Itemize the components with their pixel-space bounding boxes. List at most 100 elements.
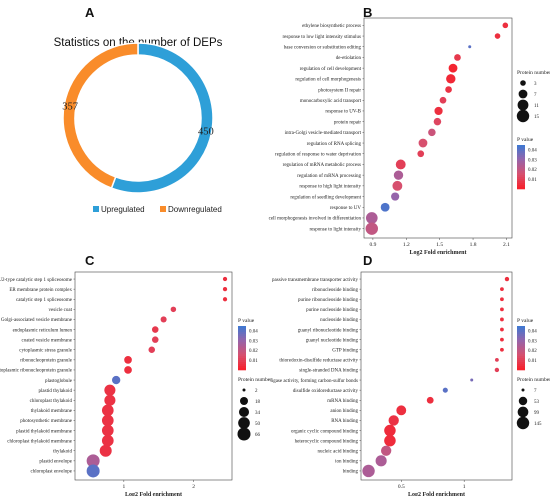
color-legend-gradient-step <box>238 328 246 331</box>
color-legend-gradient-step <box>517 368 525 371</box>
x-axis-label: Log2 Fold enrichment <box>408 492 465 496</box>
panel-letter-c: C <box>85 253 95 268</box>
data-point <box>494 357 499 362</box>
data-point <box>500 287 504 292</box>
y-tick-label: guanyl ribonucleotide binding <box>298 328 359 333</box>
color-legend-gradient-step <box>517 147 525 150</box>
data-point <box>448 63 458 73</box>
color-legend-gradient-step <box>517 173 525 176</box>
size-legend-dot <box>516 416 530 430</box>
y-tick-label: ribonucleoprotein granule <box>20 359 73 364</box>
panel-c-dot-plot: U2-type catalytic step 1 spliceosome ER m… <box>0 271 272 496</box>
color-legend-tick: 0.02 <box>528 168 537 173</box>
color-legend-tick: 0.01 <box>528 178 537 183</box>
color-legend-gradient-step <box>517 163 525 166</box>
y-tick-label: plastid envelope <box>39 460 72 465</box>
data-point <box>151 326 159 333</box>
color-legend-title: P value <box>517 137 534 143</box>
y-tick-label: response to UV-B <box>325 110 361 115</box>
y-tick-label: heterocyclic compound binding <box>295 439 359 444</box>
data-point <box>434 106 443 116</box>
color-legend-gradient-step <box>517 177 525 180</box>
data-point <box>500 337 504 342</box>
x-axis-label: Log2 Fold enrichment <box>125 492 182 496</box>
size-legend-label: 3 <box>534 82 537 87</box>
color-legend-gradient-step <box>517 338 525 341</box>
data-point <box>101 414 114 427</box>
y-tick-label: protein repair <box>334 120 361 125</box>
data-point <box>375 455 387 467</box>
data-point <box>388 415 399 426</box>
y-tick-label: GTP binding <box>332 348 358 353</box>
size-legend-dot <box>238 406 250 418</box>
x-tick-label: 2 <box>192 484 195 490</box>
data-point <box>439 96 447 104</box>
y-tick-label: nucleic acid binding <box>317 449 358 454</box>
y-tick-label: anion binding <box>330 409 358 414</box>
y-tick-label: U2-type catalytic step 1 spliceosome <box>0 278 73 283</box>
size-legend-dot <box>517 406 529 418</box>
color-legend-tick: 0.02 <box>249 349 258 354</box>
y-tick-label: mRNA binding <box>327 399 358 404</box>
data-point <box>384 434 396 447</box>
size-legend-dot <box>520 80 526 86</box>
size-legend-title: Protein number <box>517 70 550 76</box>
y-tick-label: chloroplast thylakoid <box>30 399 73 404</box>
color-legend-gradient-step <box>517 336 525 339</box>
size-legend-dot <box>242 388 246 392</box>
color-legend-gradient-step <box>238 348 246 351</box>
data-point <box>446 74 456 84</box>
size-legend-label: 7 <box>534 389 537 394</box>
data-point <box>380 202 390 212</box>
data-point <box>393 170 404 180</box>
data-point <box>502 22 509 29</box>
color-legend-gradient-step <box>517 360 525 363</box>
color-legend-gradient-step <box>517 171 525 174</box>
data-point <box>494 367 500 373</box>
color-legend-gradient-step <box>517 346 525 349</box>
size-legend-dot <box>240 397 248 405</box>
data-point <box>222 287 228 292</box>
y-tick-label: intra-Golgi vesicle-mediated transport <box>285 131 362 136</box>
color-legend-gradient-step <box>238 354 246 357</box>
data-point <box>86 454 100 468</box>
data-point <box>124 356 132 364</box>
y-tick-label: disulfide oxidoreductase activity <box>293 389 359 394</box>
color-legend-tick: 0.02 <box>528 349 537 354</box>
legend-swatch-downregulated <box>160 206 166 212</box>
color-legend-title: P value <box>238 318 255 324</box>
data-point <box>396 405 407 416</box>
color-legend-gradient-step <box>238 366 246 369</box>
y-tick-label: ethylene biosynthetic process <box>302 24 361 29</box>
color-legend-gradient-step <box>517 185 525 188</box>
data-point <box>101 424 114 437</box>
size-legend-dot <box>237 427 251 441</box>
color-legend-gradient-step <box>517 183 525 186</box>
y-tick-label: cell morphogenesis involved in different… <box>269 217 362 222</box>
legend-label: Upregulated <box>101 205 145 214</box>
color-legend-tick: 0.03 <box>249 339 258 344</box>
data-point <box>428 128 436 137</box>
size-legend-dot <box>518 396 528 406</box>
color-legend-gradient-step <box>517 358 525 361</box>
color-legend-gradient-step <box>517 332 525 335</box>
y-tick-label: chloroplast envelope <box>30 470 72 475</box>
data-point <box>170 306 177 313</box>
x-axis-label: Log2 Fold enrichment <box>410 250 467 256</box>
legend-label: Downregulated <box>168 205 222 214</box>
size-legend-label: 66 <box>255 433 261 438</box>
color-legend-gradient-step <box>517 356 525 359</box>
y-tick-label: guanyl nucleotide binding <box>306 338 359 343</box>
color-legend-gradient-step <box>238 364 246 367</box>
y-tick-label: thylakoid <box>53 449 72 454</box>
y-tick-label: response to light intensity <box>309 227 361 232</box>
color-legend-gradient-step <box>517 145 525 148</box>
color-legend-gradient-step <box>517 328 525 331</box>
color-legend-gradient-step <box>238 340 246 343</box>
color-legend-gradient-step <box>238 336 246 339</box>
color-legend-gradient-step <box>517 169 525 172</box>
size-legend-label: 34 <box>255 411 261 416</box>
y-tick-label: ER membrane protein complex <box>9 288 72 293</box>
data-point <box>101 434 114 447</box>
y-tick-label: vesicle coat <box>49 308 73 313</box>
